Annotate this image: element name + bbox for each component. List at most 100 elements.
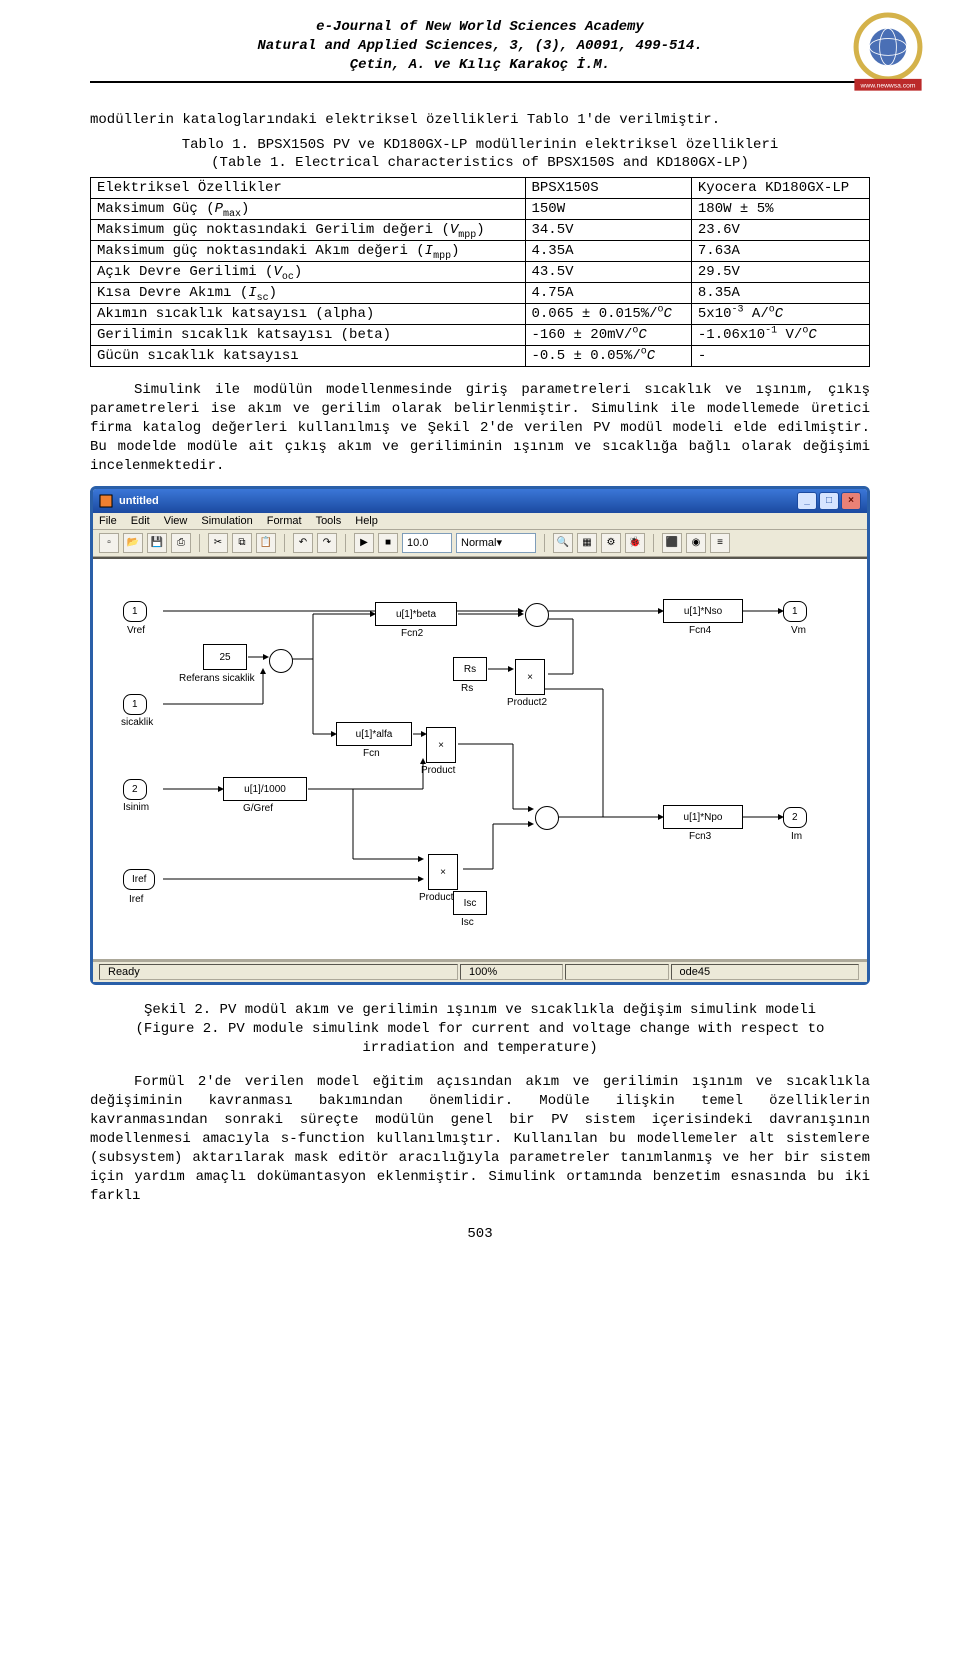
header-line-1: e-Journal of New World Sciences Academy: [90, 18, 870, 37]
label-isc: Isc: [461, 917, 474, 928]
menu-simulation[interactable]: Simulation: [201, 515, 252, 527]
mode-dropdown[interactable]: Normal ▾: [456, 533, 536, 553]
menu-help[interactable]: Help: [355, 515, 378, 527]
table-cell: Gerilimin sıcaklık katsayısı (beta): [91, 325, 526, 346]
library-icon[interactable]: ▦: [577, 533, 597, 553]
menu-view[interactable]: View: [164, 515, 188, 527]
table-header-cell: Kyocera KD180GX-LP: [691, 178, 869, 199]
outport-im[interactable]: 2: [783, 807, 807, 828]
copy-icon[interactable]: ⧉: [232, 533, 252, 553]
status-ready: Ready: [99, 964, 458, 980]
minimize-button[interactable]: _: [797, 492, 817, 510]
journal-logo-icon: www.newwsa.com: [846, 10, 930, 94]
table-cell: Maksimum güç noktasındaki Akım değeri (I…: [91, 241, 526, 262]
redo-icon[interactable]: ↷: [317, 533, 337, 553]
table-cell: -: [691, 346, 869, 367]
block-rs[interactable]: Rs: [453, 657, 487, 681]
outport-vm[interactable]: 1: [783, 601, 807, 622]
save-icon[interactable]: 💾: [147, 533, 167, 553]
simulink-menubar: File Edit View Simulation Format Tools H…: [93, 513, 867, 530]
label-g-gref: G/Gref: [243, 803, 273, 814]
inport-iref[interactable]: Iref: [123, 869, 155, 890]
menu-tools[interactable]: Tools: [316, 515, 342, 527]
target-icon[interactable]: ◉: [686, 533, 706, 553]
table-caption-1: Tablo 1. BPSX150S PV ve KD180GX-LP modül…: [90, 136, 870, 155]
table-cell: Maksimum güç noktasındaki Gerilim değeri…: [91, 220, 526, 241]
undo-icon[interactable]: ↶: [293, 533, 313, 553]
label-referans-sicaklik: Referans sicaklik: [179, 673, 255, 684]
table-cell: Maksimum Güç (Pmax): [91, 199, 526, 220]
paragraph-2: Simulink ile modülün modellenmesinde gir…: [90, 381, 870, 475]
status-solver: ode45: [671, 964, 860, 980]
sum-block-top[interactable]: [525, 603, 549, 627]
product1-block[interactable]: ×: [428, 854, 458, 890]
status-zoom: 100%: [460, 964, 563, 980]
table-cell: 4.35A: [525, 241, 691, 262]
table-cell: Kısa Devre Akımı (Isc): [91, 283, 526, 304]
menu-format[interactable]: Format: [267, 515, 302, 527]
inport-isinim[interactable]: 2: [123, 779, 147, 800]
table-cell: 150W: [525, 199, 691, 220]
inport-vref[interactable]: 1: [123, 601, 147, 622]
print-icon[interactable]: ⎙: [171, 533, 191, 553]
simulink-statusbar: Ready 100% ode45: [93, 961, 867, 982]
fcn-nso[interactable]: u[1]*Nso: [663, 599, 743, 623]
fcn-beta[interactable]: u[1]*beta: [375, 602, 457, 626]
simulink-titlebar[interactable]: untitled _ □ ×: [93, 489, 867, 513]
open-icon[interactable]: 📂: [123, 533, 143, 553]
fcn-alfa[interactable]: u[1]*alfa: [336, 722, 412, 746]
table-cell: 43.5V: [525, 262, 691, 283]
page-header: e-Journal of New World Sciences Academy …: [90, 18, 870, 83]
table-cell: -0.5 ± 0.05%/oC: [525, 346, 691, 367]
stop-time-field[interactable]: 10.0: [402, 533, 452, 553]
label-iref: Iref: [129, 894, 143, 905]
table-cell: 23.6V: [691, 220, 869, 241]
electrical-spec-table: Elektriksel Özellikler BPSX150S Kyocera …: [90, 177, 870, 367]
table-cell: Akımın sıcaklık katsayısı (alpha): [91, 304, 526, 325]
fcn-npo[interactable]: u[1]*Npo: [663, 805, 743, 829]
table-cell: 0.065 ± 0.015%/oC: [525, 304, 691, 325]
model-explorer-icon[interactable]: ⚙: [601, 533, 621, 553]
table-cell: 34.5V: [525, 220, 691, 241]
table-cell: 5x10-3 A/oC: [691, 304, 869, 325]
table-header-cell: Elektriksel Özellikler: [91, 178, 526, 199]
zoom-icon[interactable]: 🔍: [553, 533, 573, 553]
signal-icon[interactable]: ≡: [710, 533, 730, 553]
constant-25[interactable]: 25: [203, 644, 247, 670]
inport-sicaklik[interactable]: 1: [123, 694, 147, 715]
label-fcn2: Fcn2: [401, 628, 423, 639]
table-caption-2: (Table 1. Electrical characteristics of …: [90, 154, 870, 173]
paste-icon[interactable]: 📋: [256, 533, 276, 553]
figure-caption-1: Şekil 2. PV modül akım ve gerilimin ışın…: [90, 1001, 870, 1020]
table-cell: 7.63A: [691, 241, 869, 262]
fcn-g-gref[interactable]: u[1]/1000: [223, 777, 307, 801]
debug-icon[interactable]: 🐞: [625, 533, 645, 553]
simulink-toolbar: ▫ 📂 💾 ⎙ ✂ ⧉ 📋 ↶ ↷ ▶ ■ 10.0 Normal ▾ 🔍 ▦ …: [93, 530, 867, 557]
sum-block-2[interactable]: [535, 806, 559, 830]
sum-block-1[interactable]: [269, 649, 293, 673]
play-icon[interactable]: ▶: [354, 533, 374, 553]
product2-block[interactable]: ×: [515, 659, 545, 695]
table-cell: 8.35A: [691, 283, 869, 304]
label-fcn4: Fcn4: [689, 625, 711, 636]
label-fcn3: Fcn3: [689, 831, 711, 842]
page-number: 503: [90, 1226, 870, 1242]
close-button[interactable]: ×: [841, 492, 861, 510]
maximize-button[interactable]: □: [819, 492, 839, 510]
header-line-2: Natural and Applied Sciences, 3, (3), A0…: [90, 37, 870, 56]
label-vref: Vref: [127, 625, 145, 636]
simulink-canvas[interactable]: 1 Vref 25 Referans sicaklik 1 sicaklik 2…: [93, 557, 867, 961]
menu-file[interactable]: File: [99, 515, 117, 527]
stop-icon[interactable]: ■: [378, 533, 398, 553]
new-icon[interactable]: ▫: [99, 533, 119, 553]
label-sicaklik: sicaklik: [121, 717, 153, 728]
product-block[interactable]: ×: [426, 727, 456, 763]
block-isc[interactable]: Isc: [453, 891, 487, 915]
menu-edit[interactable]: Edit: [131, 515, 150, 527]
build-icon[interactable]: ⬛: [662, 533, 682, 553]
intro-paragraph: modüllerin kataloglarındaki elektriksel …: [90, 111, 870, 130]
table-cell: Gücün sıcaklık katsayısı: [91, 346, 526, 367]
label-im: Im: [791, 831, 802, 842]
cut-icon[interactable]: ✂: [208, 533, 228, 553]
paragraph-3: Formül 2'de verilen model eğitim açısınd…: [90, 1073, 870, 1205]
